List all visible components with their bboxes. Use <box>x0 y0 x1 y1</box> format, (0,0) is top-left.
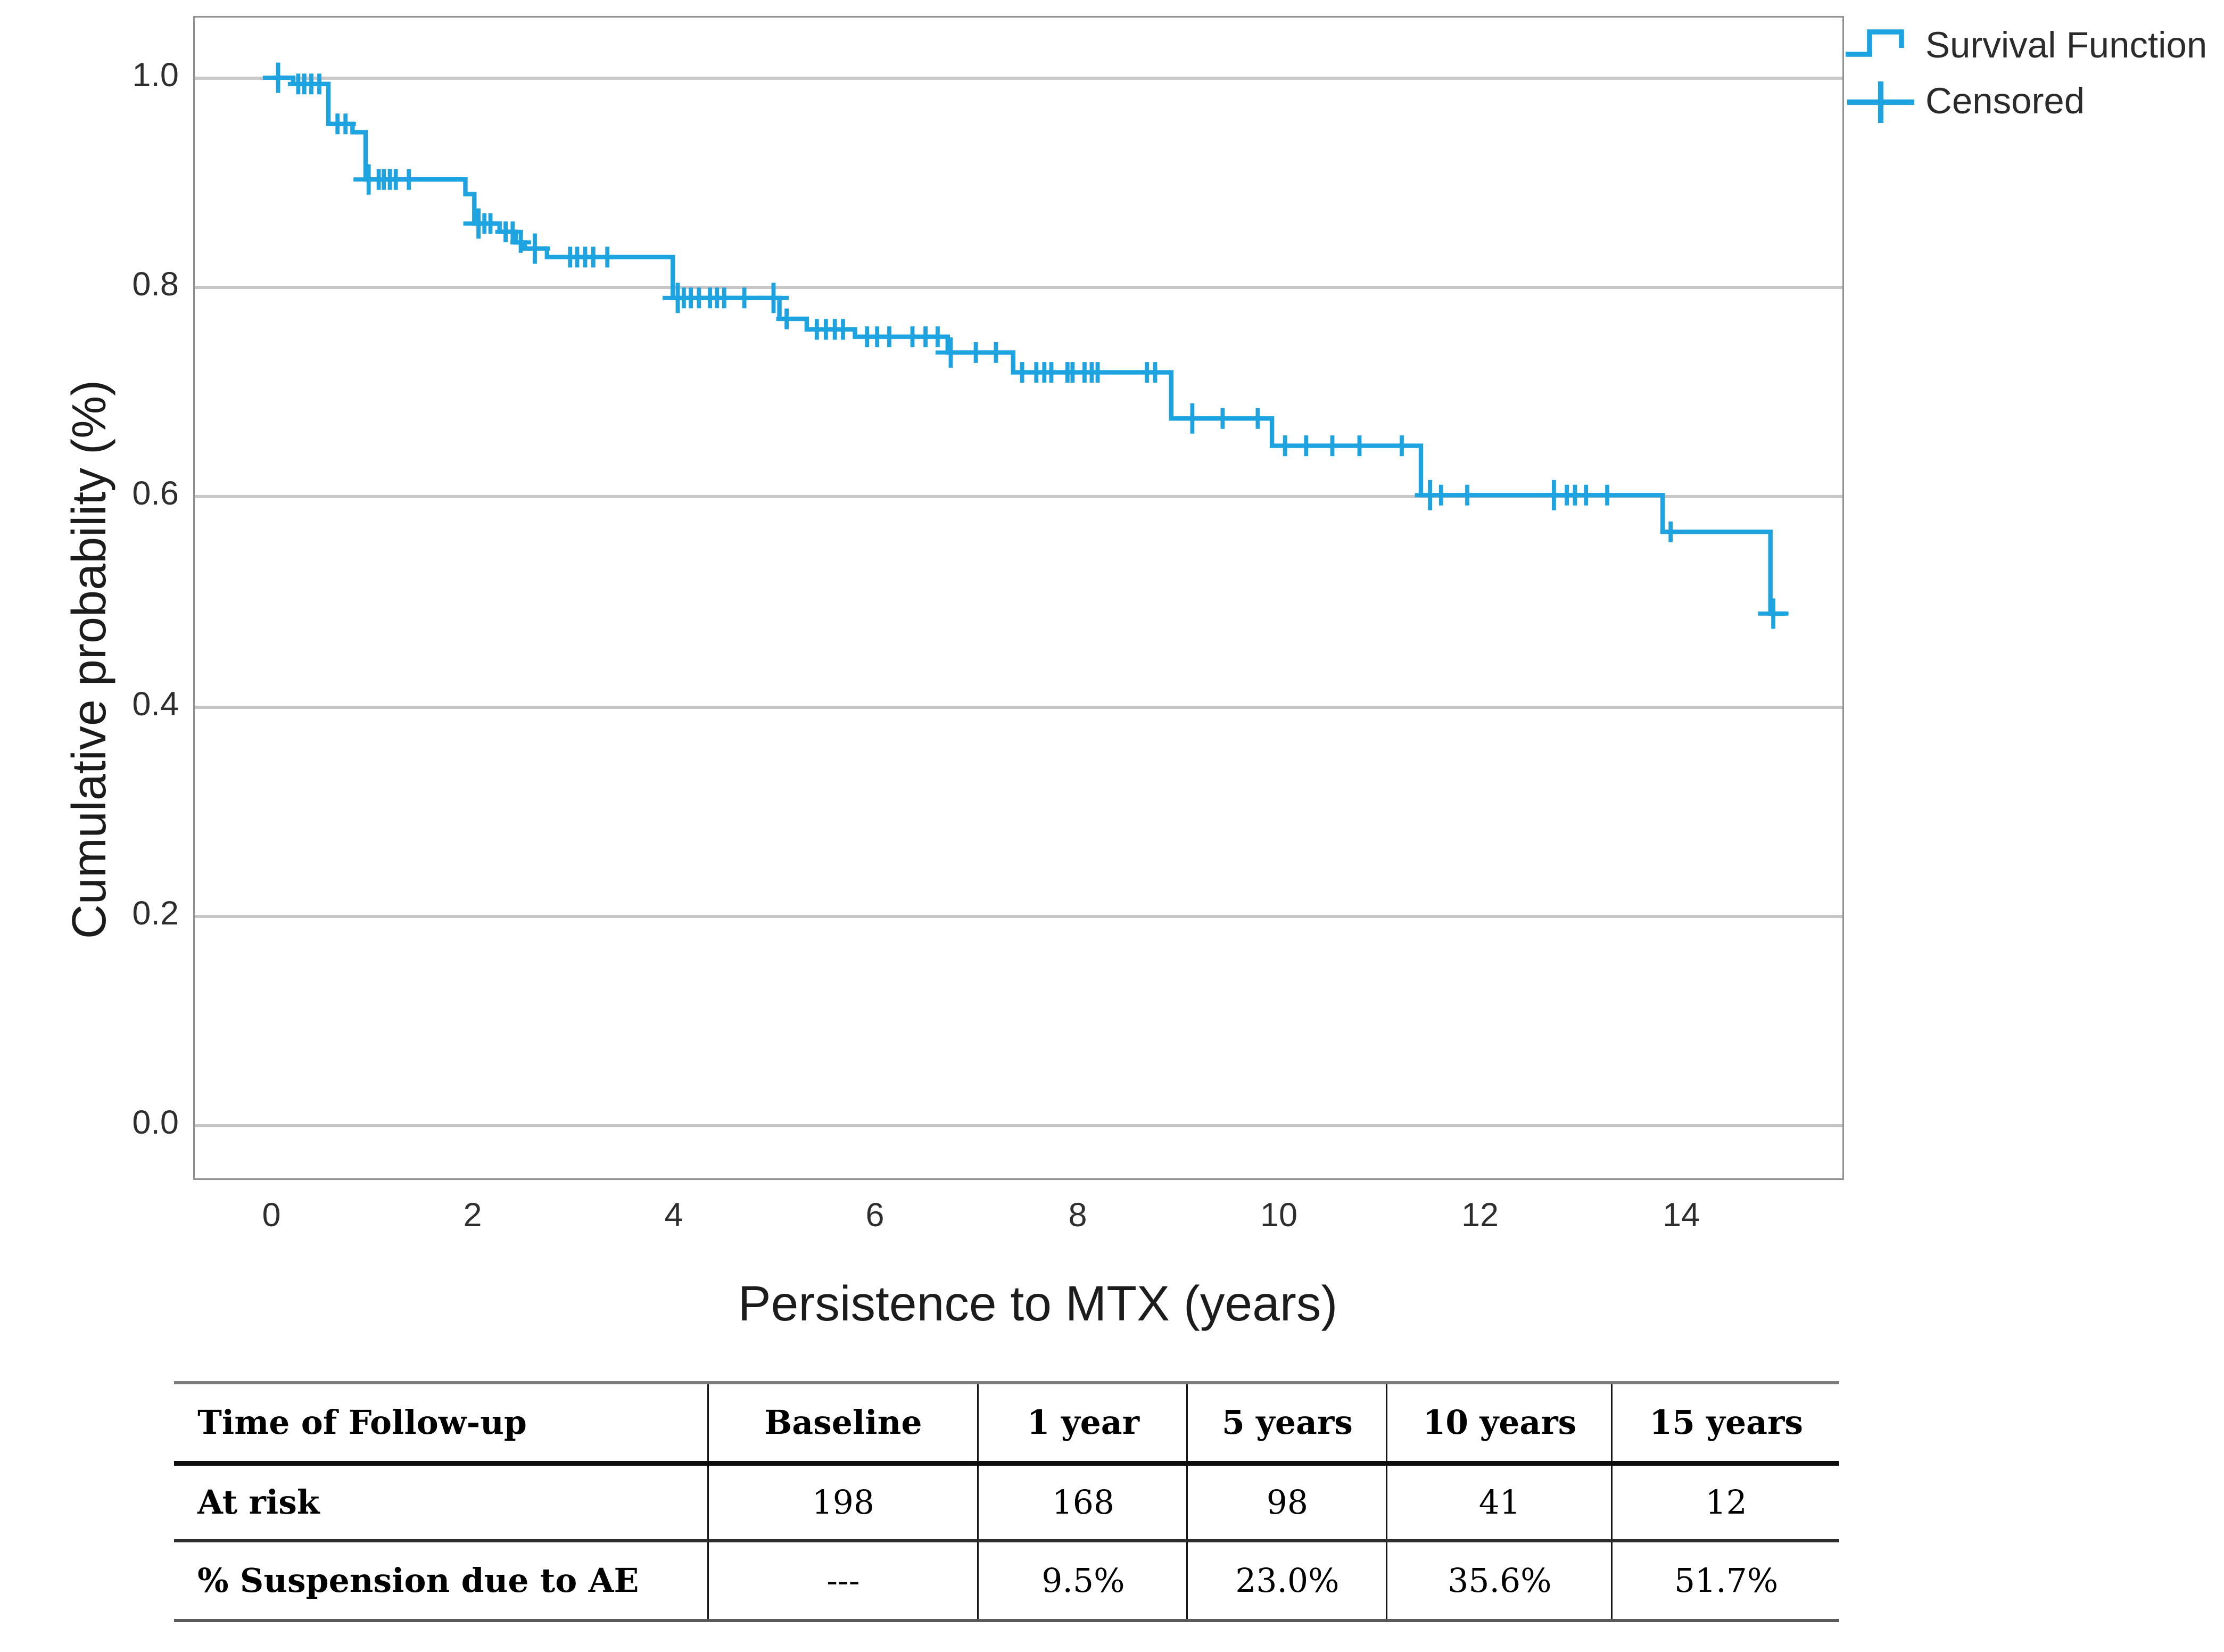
censored-marks <box>263 62 1789 629</box>
table-row-suspension: % Suspension due to AE --- 9.5% 23.0% 35… <box>173 1541 1839 1623</box>
table-header-cell: 15 years <box>1611 1381 1839 1465</box>
legend-label-survival: Survival Function <box>1925 24 2208 65</box>
table-row-at-risk: At risk 198 168 98 41 12 <box>173 1463 1839 1542</box>
gridline-0.6 <box>195 495 1842 499</box>
y-tick-label: 0.4 <box>132 686 179 723</box>
table-header-cell: 10 years <box>1386 1381 1614 1465</box>
legend-item-censored: Censored <box>1844 73 2207 129</box>
table-cell: 35.6% <box>1386 1541 1614 1623</box>
x-tick-label: 12 <box>1461 1197 1499 1234</box>
y-axis-title: Cumulative probability (%) <box>64 379 117 939</box>
row-label: % Suspension due to AE <box>173 1541 709 1623</box>
chart-legend: Survival Function Censored <box>1844 18 2207 129</box>
x-tick-label: 4 <box>664 1197 683 1234</box>
table-cell: 198 <box>707 1463 980 1542</box>
gridline-0.8 <box>195 285 1842 290</box>
survival-function-curve <box>273 75 1785 616</box>
x-tick-label: 14 <box>1662 1197 1700 1234</box>
y-tick-label: 1.0 <box>132 57 179 94</box>
x-tick-label: 10 <box>1260 1197 1298 1234</box>
y-tick-label: 0.8 <box>132 267 179 303</box>
x-tick-label: 6 <box>865 1197 884 1234</box>
row-label: At risk <box>173 1463 709 1542</box>
table-cell: 98 <box>1187 1463 1388 1542</box>
follow-up-table: Time of Follow-up Baseline 1 year 5 year… <box>173 1381 1839 1623</box>
step-line-icon <box>1846 28 1904 56</box>
plus-marker-icon <box>1847 80 1914 122</box>
gridline-0.2 <box>195 914 1842 919</box>
legend-label-censored: Censored <box>1925 80 2085 121</box>
x-tick-label: 8 <box>1068 1197 1087 1234</box>
gridline-0.0 <box>195 1124 1842 1128</box>
x-tick-label: 0 <box>262 1197 281 1234</box>
table-cell: 168 <box>978 1463 1189 1542</box>
gridline-1.0 <box>195 76 1842 80</box>
y-tick-label: 0.6 <box>132 476 179 513</box>
table-cell: 41 <box>1386 1463 1614 1542</box>
table-cell: --- <box>707 1541 980 1623</box>
table-header-cell: 1 year <box>978 1381 1189 1465</box>
x-axis-title: Persistence to MTX (years) <box>738 1276 1338 1332</box>
gridline-0.4 <box>195 705 1842 709</box>
table-header-cell: Baseline <box>707 1381 980 1465</box>
table-header-cell: Time of Follow-up <box>173 1381 709 1465</box>
table-cell: 23.0% <box>1187 1541 1388 1623</box>
y-tick-label: 0.0 <box>132 1105 179 1142</box>
survival-curve-canvas <box>263 62 1789 629</box>
plot-area <box>193 16 1844 1180</box>
table-cell: 9.5% <box>978 1541 1189 1623</box>
legend-item-survival: Survival Function <box>1844 18 2207 73</box>
table-header-row: Time of Follow-up Baseline 1 year 5 year… <box>173 1381 1839 1465</box>
x-tick-label: 2 <box>463 1197 482 1234</box>
table-cell: 51.7% <box>1611 1541 1839 1623</box>
table-header-cell: 5 years <box>1187 1381 1388 1465</box>
y-tick-label: 0.2 <box>132 896 179 932</box>
table-cell: 12 <box>1611 1463 1839 1542</box>
